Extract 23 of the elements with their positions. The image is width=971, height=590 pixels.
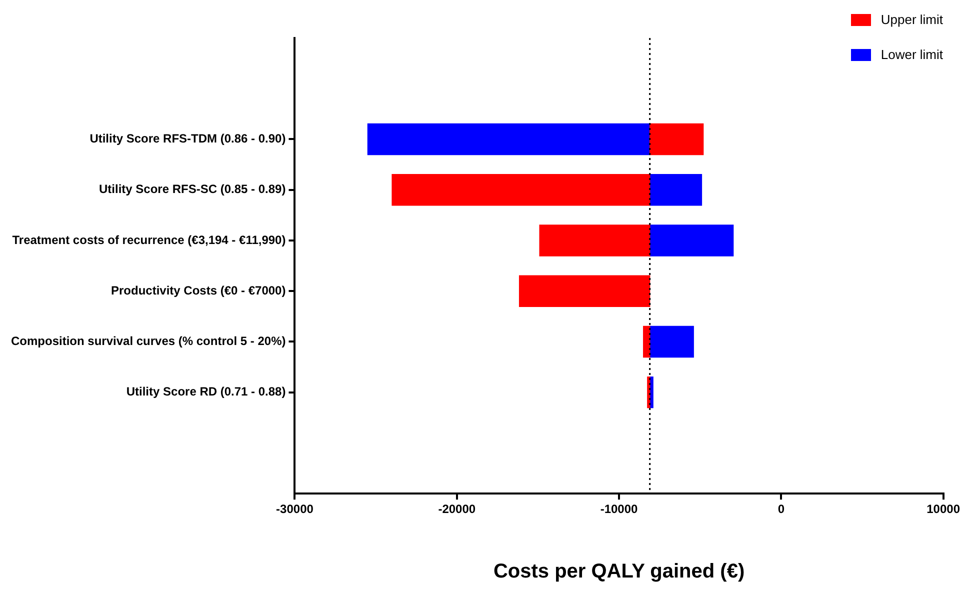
bar bbox=[650, 224, 734, 256]
bar bbox=[650, 326, 694, 358]
legend-label: Lower limit bbox=[880, 47, 943, 62]
x-tick-label: -20000 bbox=[438, 502, 476, 516]
y-tick-label: Treatment costs of recurrence (€3,194 - €11,990) bbox=[12, 232, 286, 247]
y-tick-label: Utility Score RD (0.71 - 0.88) bbox=[126, 384, 286, 399]
y-tick-label: Utility Score RFS-SC (0.85 - 0.89) bbox=[99, 182, 286, 196]
bar bbox=[367, 123, 650, 156]
bar bbox=[650, 174, 702, 206]
bar bbox=[539, 224, 650, 256]
x-tick-label: -10000 bbox=[600, 502, 638, 516]
bar bbox=[643, 326, 650, 358]
bar bbox=[518, 275, 650, 307]
x-axis-title: Costs per QALY gained (€) bbox=[493, 560, 745, 583]
x-tick-label: -30000 bbox=[276, 502, 314, 516]
y-tick-label: Composition survival curves (% control 5 - 20%) bbox=[11, 334, 286, 348]
legend-label: Upper limit bbox=[880, 12, 943, 27]
x-tick-label: 0 bbox=[778, 502, 785, 516]
y-tick-label: Productivity Costs (€0 - €7000) bbox=[111, 283, 286, 298]
bar bbox=[392, 174, 650, 206]
y-tick-label: Utility Score RFS-TDM (0.86 - 0.90) bbox=[90, 132, 286, 146]
x-tick-label: 10000 bbox=[926, 502, 960, 516]
bar bbox=[650, 123, 704, 156]
